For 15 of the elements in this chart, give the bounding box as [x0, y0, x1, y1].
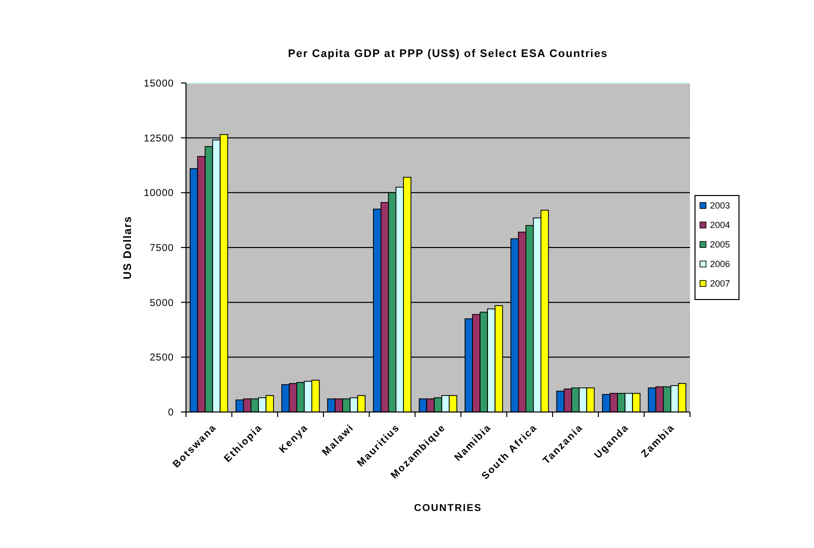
y-tick-label: 15000 — [144, 78, 174, 90]
legend-label: 2005 — [710, 240, 730, 250]
y-tick-label: 10000 — [144, 188, 174, 200]
legend-label: 2006 — [710, 259, 730, 270]
y-tick-label: 2500 — [150, 352, 174, 364]
y-axis-title: US Dollars — [122, 216, 134, 280]
y-tick-label: 0 — [168, 408, 174, 418]
chart-title: Per Capita GDP at PPP (US$) of Select ESA Countries — [288, 48, 608, 60]
legend-label: 2003 — [710, 200, 730, 211]
legend-label: 2004 — [710, 220, 730, 230]
y-tick-label: 7500 — [150, 243, 174, 254]
y-tick-label: 5000 — [150, 298, 174, 309]
y-tick-label: 12500 — [144, 133, 174, 144]
x-axis-title: COUNTRIES — [414, 503, 482, 514]
legend-label: 2007 — [710, 278, 730, 289]
